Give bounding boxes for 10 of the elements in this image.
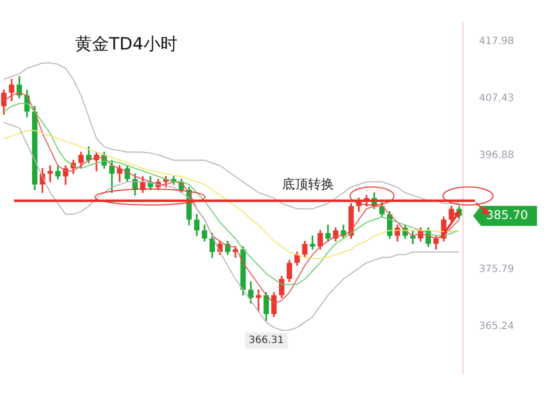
text: 385.70 (486, 208, 528, 222)
y-tick-label: 365.24 (479, 320, 514, 332)
y-tick-label: 417.98 (479, 36, 514, 48)
y-tick-label: 375.79 (479, 264, 514, 275)
ref-line-label: 底顶转换 (282, 178, 334, 193)
y-tick-label: 396.88 (479, 150, 514, 162)
y-tick-label: 407.43 (479, 93, 514, 104)
text: 黄金TD4小时 (75, 34, 178, 54)
candlestick (256, 289, 262, 312)
annotation: 366.31 (248, 335, 284, 346)
